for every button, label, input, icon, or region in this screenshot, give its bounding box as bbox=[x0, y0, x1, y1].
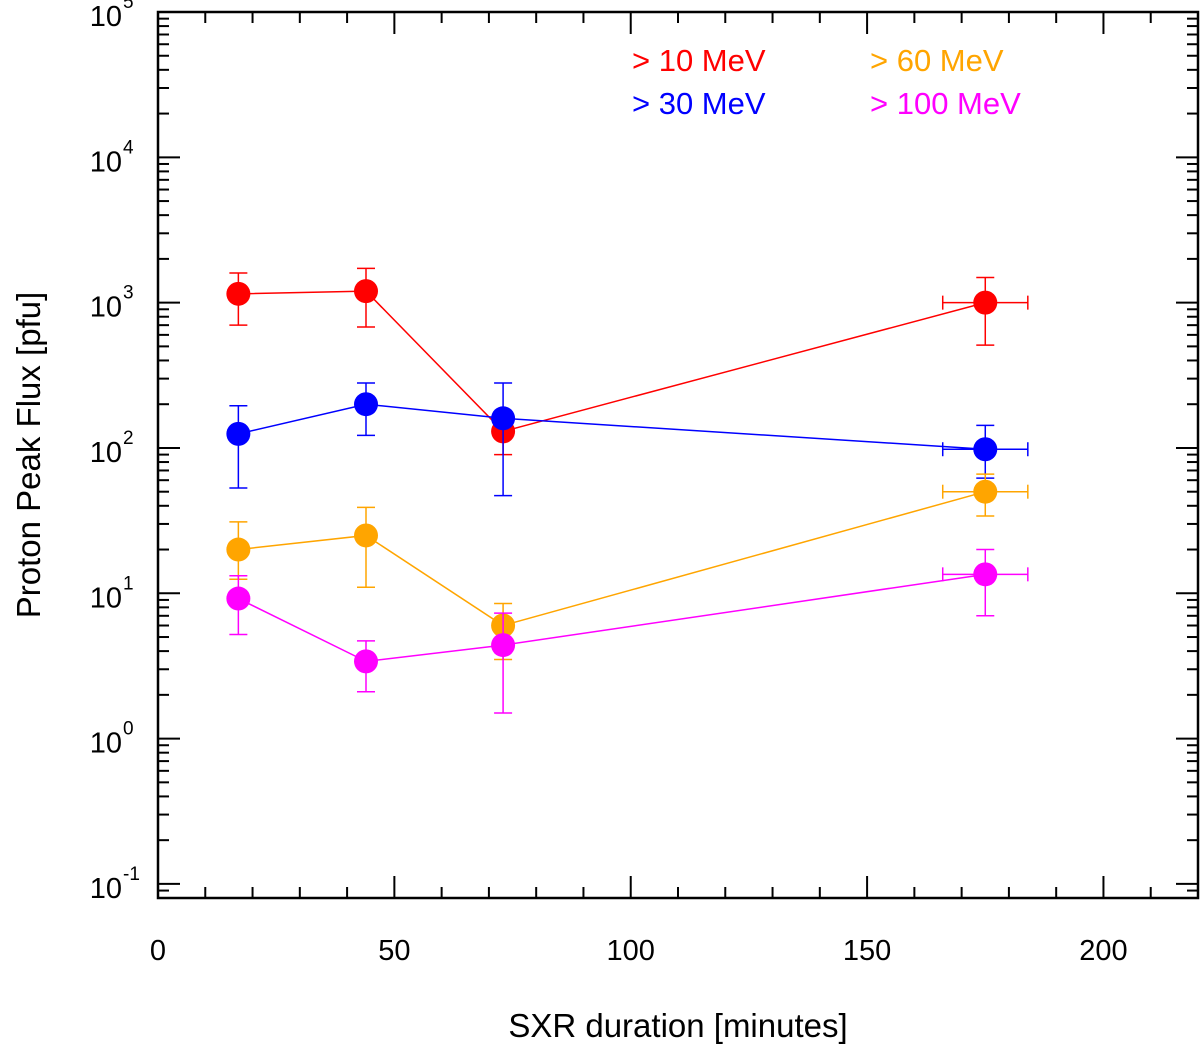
data-point bbox=[973, 437, 998, 462]
series-2 bbox=[226, 382, 1029, 497]
x-tick-label: 200 bbox=[1079, 935, 1127, 967]
data-point bbox=[226, 586, 251, 611]
series-3 bbox=[226, 473, 1029, 661]
legend-entry: > 10 MeV bbox=[632, 43, 766, 78]
axis-ticks bbox=[158, 12, 1198, 898]
y-tick-exponent: 1 bbox=[123, 573, 134, 594]
plot-frame bbox=[156, 10, 1200, 900]
series-line bbox=[238, 290, 986, 433]
y-axis-title: Proton Peak Flux [pfu] bbox=[10, 292, 47, 619]
legend-entry: > 60 MeV bbox=[870, 43, 1004, 78]
data-point bbox=[354, 649, 378, 674]
y-tick-exponent: 4 bbox=[123, 137, 134, 158]
series-line bbox=[238, 490, 986, 627]
y-tick-exponent: 2 bbox=[123, 428, 134, 449]
x-tick-labels: 0 50 100 150 200 bbox=[150, 935, 1128, 967]
legend-entry: > 30 MeV bbox=[632, 86, 766, 121]
data-point bbox=[354, 523, 378, 548]
data-point bbox=[354, 279, 378, 304]
data-point bbox=[226, 281, 251, 306]
y-tick-exponent: -1 bbox=[123, 864, 140, 885]
data-point bbox=[491, 633, 516, 658]
data-point bbox=[973, 562, 998, 587]
x-tick-label: 0 bbox=[150, 935, 166, 967]
x-axis-title: SXR duration [minutes] bbox=[508, 1007, 847, 1044]
y-tick-label: 10 bbox=[90, 146, 122, 178]
y-tick-label: 10 bbox=[90, 437, 122, 469]
x-tick-label: 150 bbox=[843, 935, 891, 967]
y-tick-label: 10 bbox=[90, 728, 122, 760]
data-point bbox=[226, 537, 251, 562]
data-series bbox=[226, 267, 1029, 714]
data-point bbox=[973, 479, 998, 504]
series-4 bbox=[226, 548, 1029, 714]
series-line bbox=[238, 403, 986, 450]
legend-entry: > 100 MeV bbox=[870, 86, 1021, 121]
y-tick-label: 10 bbox=[90, 292, 122, 324]
y-tick-exponent: 3 bbox=[123, 283, 134, 304]
y-tick-exponent: 5 bbox=[123, 0, 134, 13]
y-tick-label: 10 bbox=[90, 1, 122, 33]
x-tick-label: 100 bbox=[607, 935, 655, 967]
data-point bbox=[354, 392, 378, 417]
data-point bbox=[226, 421, 251, 446]
x-tick-label: 50 bbox=[378, 935, 410, 967]
data-point bbox=[973, 290, 998, 315]
data-point bbox=[491, 406, 516, 431]
series-line bbox=[238, 573, 986, 663]
legend: > 10 MeV > 30 MeV > 60 MeV > 100 MeV bbox=[632, 43, 1021, 121]
y-tick-label: 10 bbox=[90, 873, 122, 905]
y-tick-label: 10 bbox=[90, 582, 122, 614]
y-tick-exponent: 0 bbox=[123, 719, 134, 740]
